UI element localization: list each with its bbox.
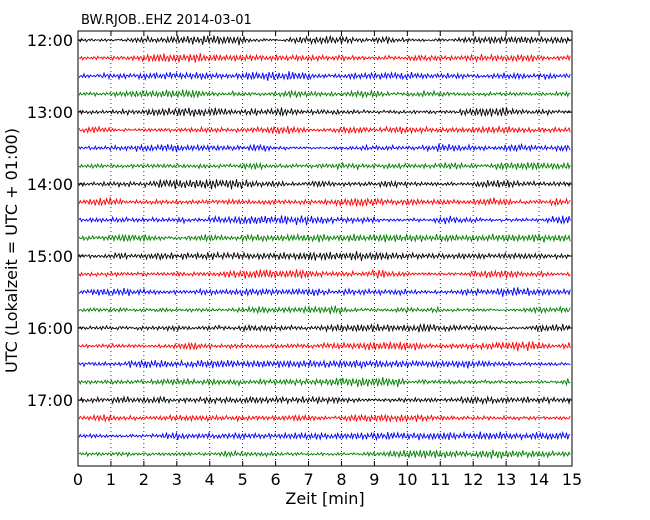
chart-title: BW.RJOB..EHZ 2014-03-01 [81,13,252,28]
x-tick-label: 5 [238,470,248,489]
x-tick-label: 3 [172,470,182,489]
x-tick-label: 4 [205,470,215,489]
plot-frame [77,30,573,467]
y-tick-label: 15:00 [27,247,73,266]
trace-1445 [78,232,571,243]
trace-1245 [78,88,571,99]
y-tick-label: 14:00 [27,175,73,194]
trace-1330 [78,142,571,153]
trace-1515 [78,268,571,279]
trace-1315 [78,125,571,135]
x-tick-label: 0 [73,470,83,489]
trace-1745 [78,449,571,459]
trace-1300 [78,107,571,118]
trace-1400 [78,178,571,190]
x-tick-label: 12 [463,470,483,489]
seismogram-traces [78,34,571,459]
trace-1200 [78,34,571,46]
trace-1430 [78,214,571,226]
trace-1730 [78,430,571,442]
x-tick-label: 9 [369,470,379,489]
trace-1215 [78,52,571,64]
x-tick-label: 13 [496,470,516,489]
axis-ticks: 0 1 2 3 4 5 6 7 8 9 10 11 12 13 14 1512:0013:0014:0015:… [27,31,582,489]
trace-1415 [78,196,571,208]
trace-1500 [78,250,571,262]
x-tick-label: 7 [303,470,313,489]
y-tick-label: 12:00 [27,31,73,50]
trace-1545 [78,305,571,315]
trace-1715 [78,413,571,424]
trace-1230 [78,70,571,81]
trace-1345 [78,161,571,171]
x-tick-label: 11 [430,470,450,489]
y-tick-label: 13:00 [27,103,73,122]
grid-lines [110,31,540,466]
x-tick-label: 8 [336,470,346,489]
y-tick-label: 17:00 [27,391,73,410]
y-tick-label: 16:00 [27,319,73,338]
trace-1530 [78,287,571,298]
x-tick-label: 14 [529,470,549,489]
trace-1700 [78,395,571,406]
x-tick-label: 2 [139,470,149,489]
trace-1630 [78,358,571,369]
trace-1600 [78,322,571,334]
x-tick-label: 15 [562,470,582,489]
trace-1615 [78,341,571,352]
x-tick-label: 6 [271,470,281,489]
trace-1645 [78,377,571,388]
x-axis-label: Zeit [min] [285,489,364,508]
x-tick-label: 1 [106,470,116,489]
x-tick-label: 10 [397,470,417,489]
y-axis-label: UTC (Lokalzeit = UTC + 01:00) [2,128,21,373]
